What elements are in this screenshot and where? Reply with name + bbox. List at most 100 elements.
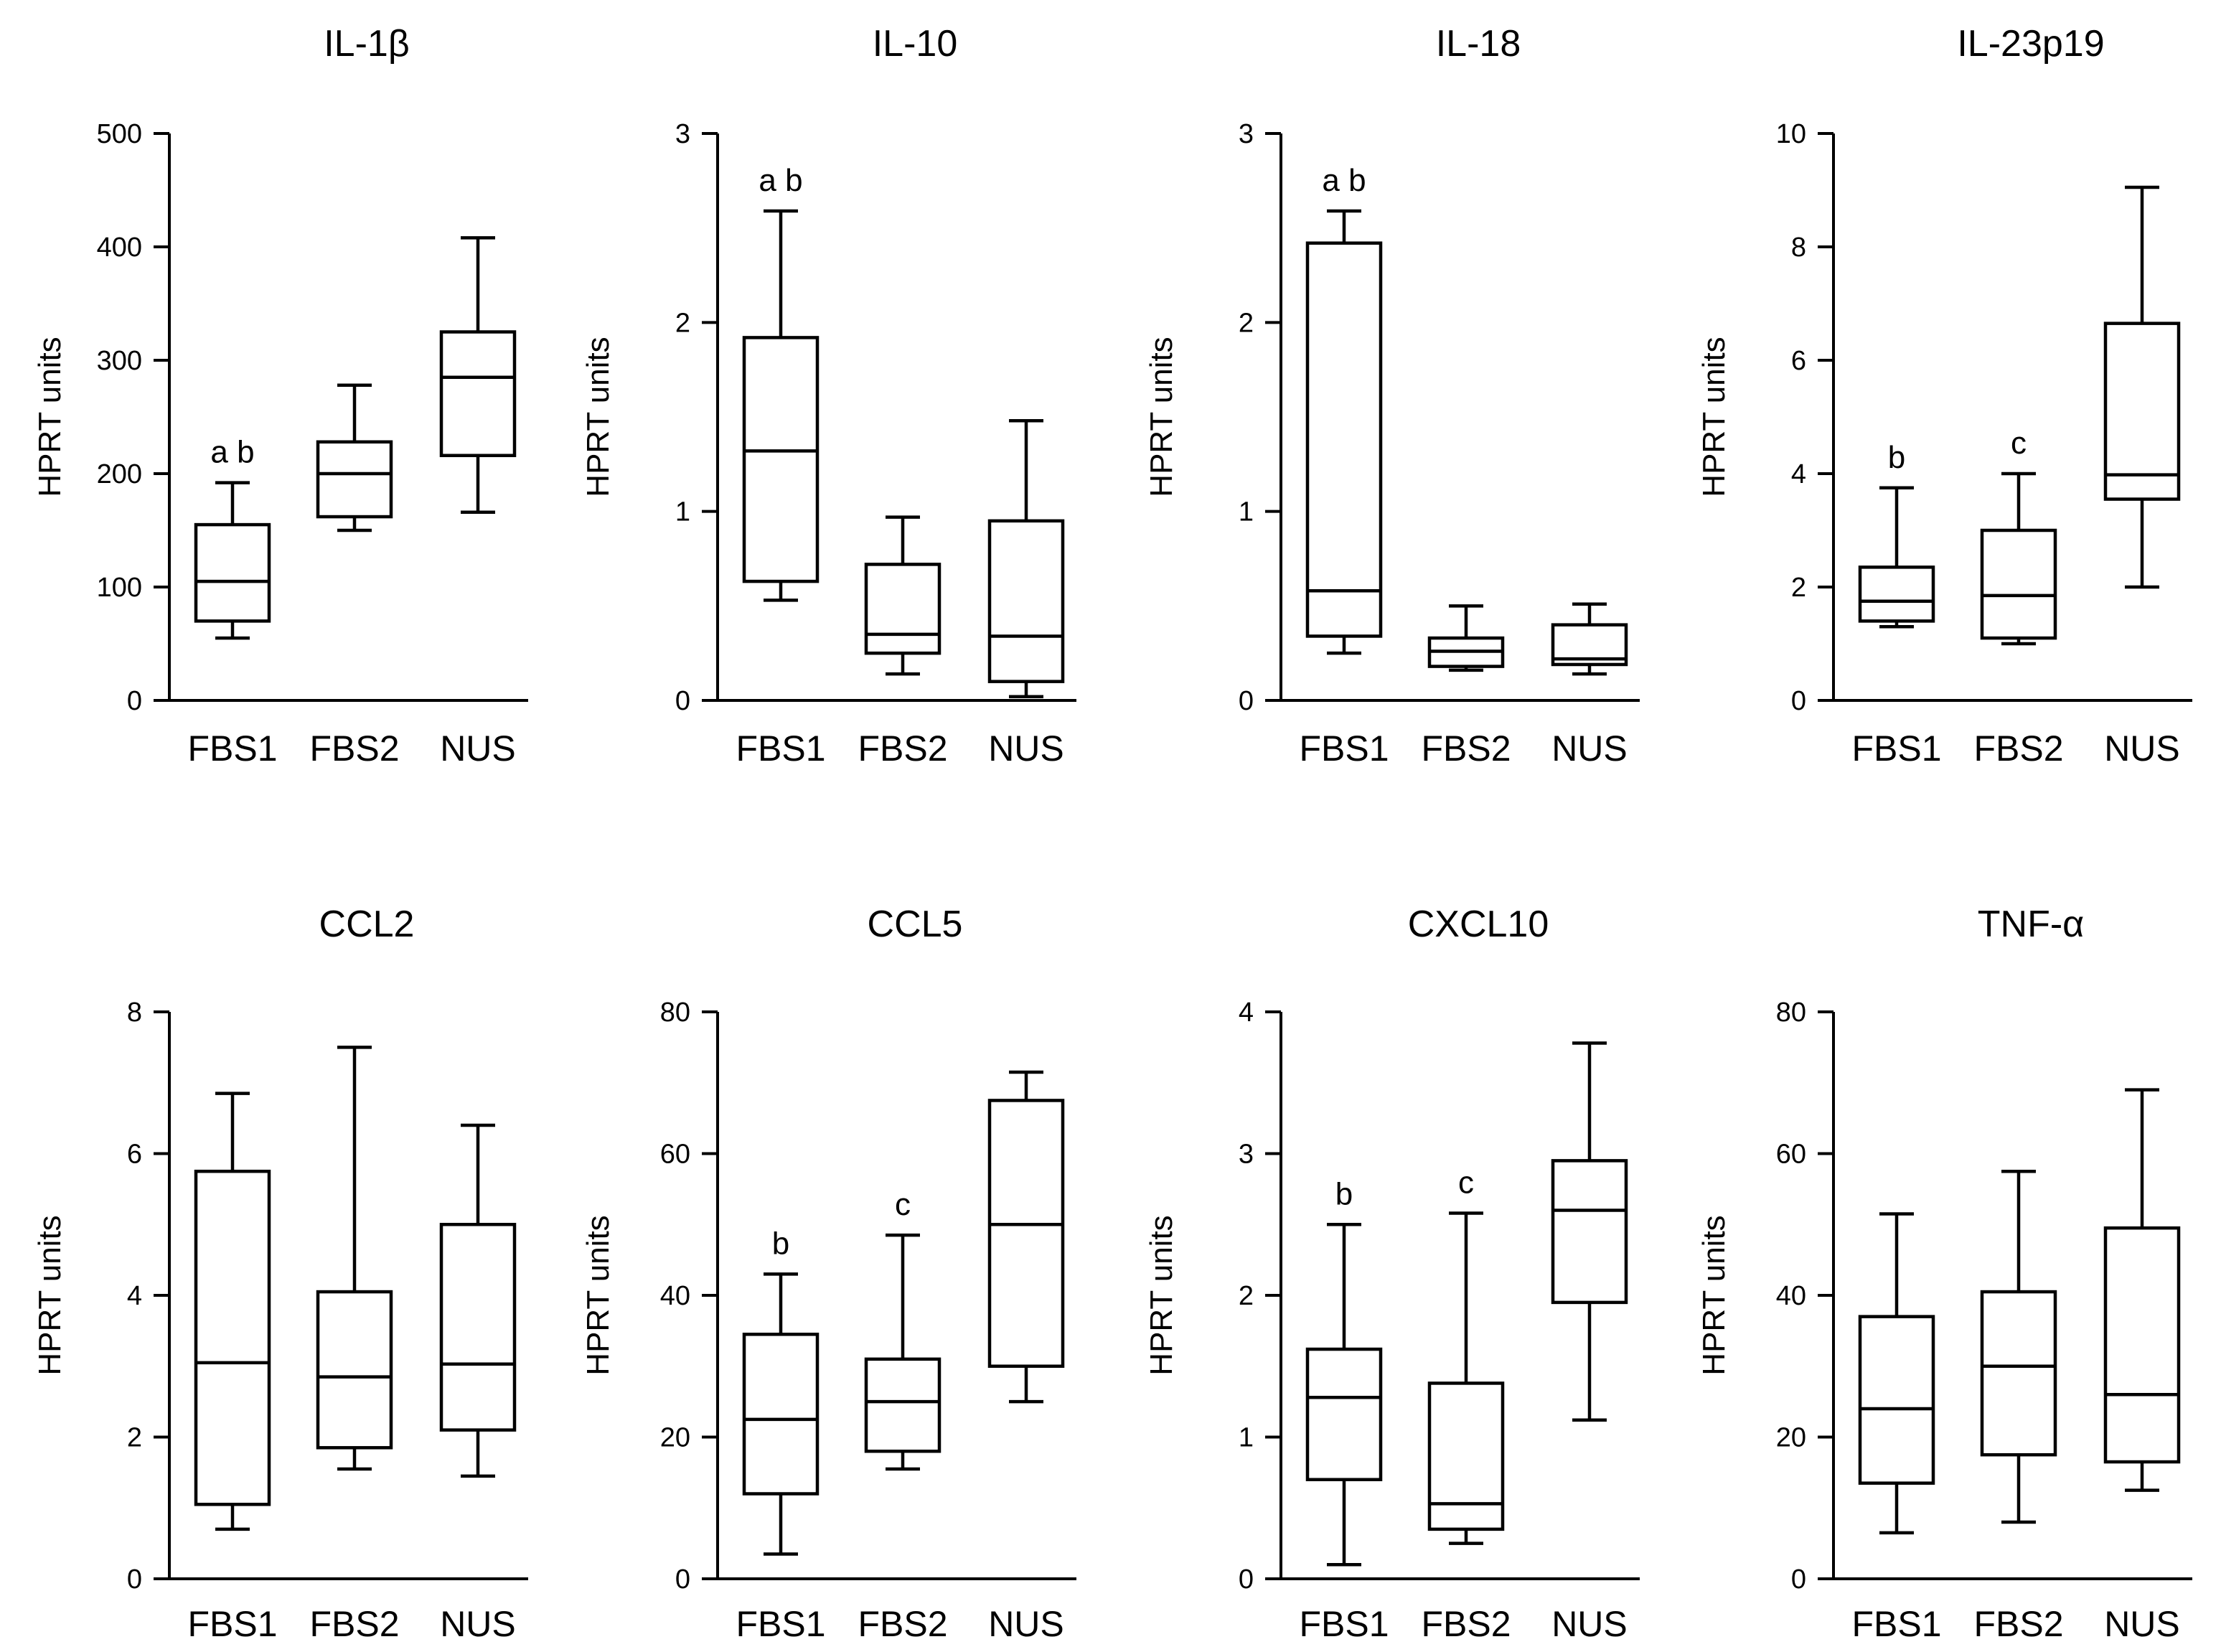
- iqr-box: [1858, 1315, 1935, 1485]
- significance-label: a b: [1322, 163, 1366, 198]
- y-tick-label: 0: [675, 1564, 690, 1595]
- y-tick-label: 500: [97, 119, 142, 149]
- iqr-box: [987, 519, 1065, 683]
- y-tick-label: 2: [1239, 308, 1254, 338]
- chart-title: CCL5: [868, 904, 963, 945]
- box-cxcl10-fbs2: c: [1427, 1165, 1505, 1545]
- x-category-label: NUS: [2104, 1604, 2180, 1644]
- y-tick-label: 0: [1791, 686, 1806, 716]
- y-tick-label: 8: [1791, 233, 1806, 263]
- y-tick-label: 1: [1239, 1423, 1254, 1453]
- box-il18-nus: [1551, 602, 1628, 676]
- box-il10-fbs1: a b: [742, 163, 820, 602]
- y-axis-label: HPRT units: [32, 337, 67, 497]
- y-tick-label: 20: [660, 1423, 690, 1453]
- y-tick-label: 3: [1239, 1140, 1254, 1170]
- significance-label: c: [2011, 426, 2027, 461]
- box-il1b-nus: [439, 236, 517, 514]
- x-category-label: FBS2: [309, 728, 399, 769]
- x-category-label: NUS: [440, 728, 516, 769]
- x-category-label: NUS: [988, 1604, 1064, 1644]
- x-category-label: FBS2: [858, 1604, 947, 1644]
- significance-label: a b: [210, 435, 254, 470]
- y-tick-label: 6: [1791, 346, 1806, 376]
- iqr-box: [1551, 1159, 1628, 1305]
- box-ccl5-fbs1: b: [742, 1226, 820, 1556]
- panel-il10: IL-10 HPRT units 0 1 2 3 a b FBS1 FBS2 NUS: [581, 23, 1076, 769]
- x-category-label: FBS2: [1421, 728, 1511, 769]
- x-category-label: FBS1: [736, 728, 825, 769]
- iqr-box: [864, 563, 942, 655]
- x-category-label: FBS1: [1299, 728, 1389, 769]
- significance-label: c: [895, 1187, 911, 1222]
- x-category-label: FBS1: [1851, 1604, 1941, 1644]
- y-tick-label: 3: [1239, 119, 1254, 149]
- box-ccl5-fbs2: c: [864, 1187, 942, 1471]
- box-ccl2-nus: [439, 1123, 517, 1478]
- iqr-box: [1305, 1347, 1383, 1482]
- y-axis-label: HPRT units: [1144, 1215, 1179, 1375]
- x-category-label: NUS: [2104, 728, 2180, 769]
- iqr-box: [864, 1357, 942, 1453]
- x-category-label: FBS2: [858, 728, 947, 769]
- panel-il18: IL-18 HPRT units 0 1 2 3 a b FBS1 FBS2 NUS: [1144, 23, 1640, 769]
- y-tick-label: 80: [660, 998, 690, 1028]
- box-ccl5-nus: [987, 1070, 1065, 1404]
- x-category-label: FBS1: [187, 1604, 277, 1644]
- iqr-box: [1427, 1381, 1505, 1531]
- box-cxcl10-nus: [1551, 1041, 1628, 1422]
- y-axis-label: HPRT units: [1696, 337, 1732, 497]
- x-category-label: NUS: [988, 728, 1064, 769]
- y-axis-label: HPRT units: [581, 1215, 616, 1375]
- y-tick-label: 0: [1239, 686, 1254, 716]
- x-category-label: FBS1: [1299, 1604, 1389, 1644]
- y-tick-label: 400: [97, 233, 142, 263]
- iqr-box: [194, 522, 271, 623]
- y-tick-label: 0: [1239, 1564, 1254, 1595]
- y-tick-label: 40: [660, 1281, 690, 1311]
- box-il1b-fbs1: a b: [194, 435, 271, 640]
- y-tick-label: 2: [1239, 1281, 1254, 1311]
- x-category-label: FBS2: [1421, 1604, 1511, 1644]
- iqr-box: [1305, 241, 1383, 638]
- box-il23p19-fbs1: b: [1858, 440, 1935, 629]
- y-tick-label: 2: [675, 308, 690, 338]
- y-tick-label: 300: [97, 346, 142, 376]
- iqr-box: [316, 440, 393, 519]
- iqr-box: [439, 1223, 517, 1432]
- significance-label: a b: [759, 163, 802, 198]
- y-tick-label: 1: [675, 497, 690, 527]
- box-ccl2-fbs2: [316, 1046, 393, 1471]
- iqr-box: [1980, 1290, 2057, 1457]
- x-category-label: FBS1: [736, 1604, 825, 1644]
- y-tick-label: 60: [1776, 1140, 1806, 1170]
- y-tick-label: 0: [127, 686, 142, 716]
- significance-label: b: [1888, 440, 1905, 475]
- box-il18-fbs2: [1427, 604, 1505, 672]
- box-il1b-fbs2: [316, 383, 393, 532]
- y-tick-label: 60: [660, 1140, 690, 1170]
- y-tick-label: 4: [1239, 998, 1254, 1028]
- y-tick-label: 200: [97, 459, 142, 489]
- significance-label: c: [1458, 1165, 1474, 1200]
- box-il23p19-fbs2: c: [1980, 426, 2057, 646]
- iqr-box: [742, 336, 820, 583]
- chart-title: IL-23p19: [1957, 23, 2104, 65]
- iqr-box: [194, 1169, 271, 1506]
- panel-ccl2: CCL2 HPRT units 0 2 4 6 8 FBS1 FBS2 NUS: [32, 904, 528, 1644]
- box-cxcl10-fbs1: b: [1305, 1176, 1383, 1567]
- y-tick-label: 20: [1776, 1423, 1806, 1453]
- y-axis-label: HPRT units: [1696, 1215, 1732, 1375]
- x-category-label: FBS2: [1973, 728, 2063, 769]
- x-category-label: FBS2: [309, 1604, 399, 1644]
- x-category-label: FBS1: [1851, 728, 1941, 769]
- chart-title: CXCL10: [1408, 904, 1549, 945]
- y-tick-label: 1: [1239, 497, 1254, 527]
- y-tick-label: 40: [1776, 1281, 1806, 1311]
- iqr-box: [987, 1099, 1065, 1368]
- y-tick-label: 4: [127, 1281, 142, 1311]
- chart-title: IL-18: [1436, 23, 1521, 65]
- panel-tnfa: TNF-α HPRT units 0 20 40 60 80 FBS1 FBS2 NUS: [1696, 904, 2192, 1644]
- x-category-label: FBS1: [187, 728, 277, 769]
- iqr-box: [439, 330, 517, 457]
